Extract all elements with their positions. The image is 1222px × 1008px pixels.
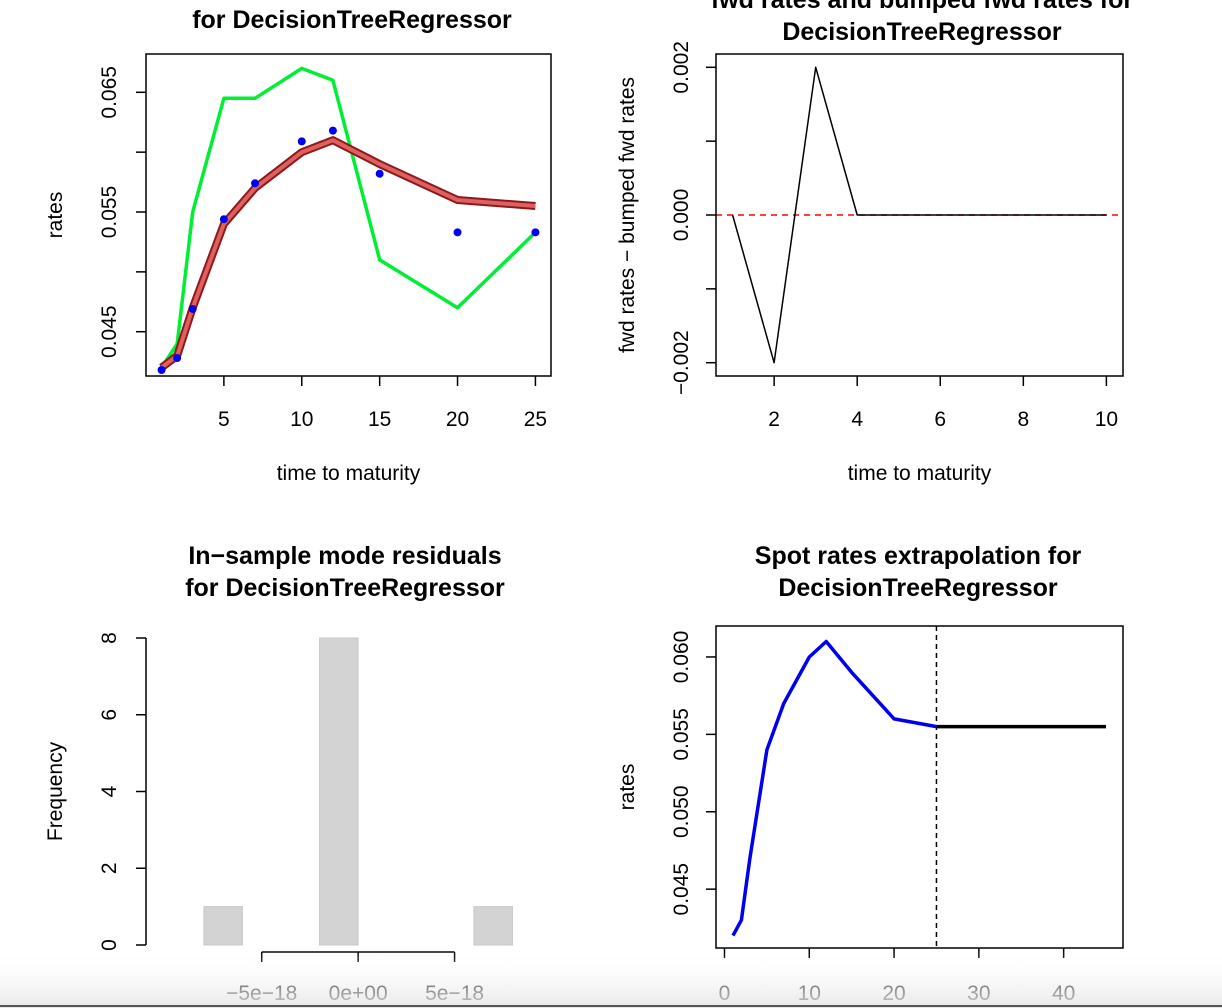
y-tick-label: 0.002 bbox=[670, 41, 693, 94]
observed-point bbox=[328, 126, 337, 135]
histogram-bars bbox=[203, 637, 513, 946]
histogram-bar bbox=[473, 906, 513, 946]
y-tick-label: 0.050 bbox=[670, 785, 693, 838]
y-tick-label: 8 bbox=[98, 632, 121, 644]
x-tick-label: 5 bbox=[218, 408, 230, 431]
x-tick-label: 15 bbox=[368, 408, 391, 431]
x-tick-label: 8 bbox=[1017, 408, 1029, 431]
observed-point bbox=[157, 366, 166, 375]
x-tick-label: 4 bbox=[851, 408, 863, 431]
x-tick-label: 2 bbox=[768, 408, 780, 431]
y-tick-label: 0.045 bbox=[98, 305, 121, 358]
y-axis-label: rates bbox=[616, 764, 639, 811]
observed-point bbox=[251, 179, 260, 188]
x-tick-label: 6 bbox=[934, 408, 946, 431]
series-line-0 bbox=[731, 639, 937, 937]
fitted-curve-outline bbox=[159, 136, 536, 371]
chart-title-line: Spot rates extrapolation for bbox=[755, 542, 1082, 570]
y-tick-label: 6 bbox=[98, 709, 121, 721]
x-tick-label: 10 bbox=[290, 408, 313, 431]
y-tick-label: 0.045 bbox=[670, 863, 693, 916]
y-axis-label: rates bbox=[44, 192, 67, 239]
panel-extrap: Spot rates extrapolation for DecisionTree… bbox=[616, 542, 1124, 1005]
x-tick-label: 20 bbox=[446, 408, 469, 431]
plot-frame bbox=[145, 53, 552, 377]
histogram-bar bbox=[319, 637, 359, 946]
series-line-0 bbox=[160, 66, 537, 369]
plot-frame bbox=[715, 625, 1124, 949]
y-tick-label: 0 bbox=[98, 939, 121, 951]
series-line-0 bbox=[731, 66, 1107, 364]
y-tick-label: 0.055 bbox=[98, 186, 121, 239]
observed-points bbox=[157, 126, 540, 375]
histogram-bar bbox=[203, 906, 243, 946]
observed-point bbox=[188, 304, 197, 313]
y-axis-label: Frequency bbox=[44, 741, 67, 841]
chart-title-line: In−sample mode residuals bbox=[188, 542, 501, 570]
observed-point bbox=[453, 228, 462, 237]
x-axis-label: time to maturity bbox=[277, 462, 421, 485]
chart-title-line: DecisionTreeRegressor bbox=[782, 18, 1062, 46]
y-tick-label: 2 bbox=[98, 862, 121, 874]
y-tick-label: 0.055 bbox=[670, 708, 693, 761]
panel-fit: for DecisionTreeRegressor time to maturit… bbox=[44, 6, 552, 485]
y-tick-label: 4 bbox=[98, 785, 121, 797]
chart-title-line: for DecisionTreeRegressor bbox=[185, 574, 505, 602]
panel-fwd: fwd rates and bumped fwd rates for Decisi… bbox=[616, 0, 1133, 485]
y-tick-label: 0.000 bbox=[670, 189, 693, 242]
x-tick-label: 10 bbox=[1095, 408, 1118, 431]
y-tick-label: −0.002 bbox=[670, 330, 693, 395]
x-tick-label: 25 bbox=[524, 408, 547, 431]
observed-point bbox=[219, 215, 228, 224]
observed-point bbox=[297, 137, 306, 146]
fitted-curve bbox=[160, 138, 536, 370]
window-bottom-shade bbox=[0, 950, 1222, 1008]
panel-resid: In−sample mode residuals for DecisionTree… bbox=[44, 542, 513, 1005]
chart-title-line: for DecisionTreeRegressor bbox=[192, 6, 512, 34]
y-tick-label: 0.060 bbox=[670, 631, 693, 684]
chart-title-line: fwd rates and bumped fwd rates for bbox=[711, 0, 1134, 14]
y-tick-label: 0.065 bbox=[98, 66, 121, 119]
x-axis-label: time to maturity bbox=[848, 462, 992, 485]
chart-title-line: DecisionTreeRegressor bbox=[778, 574, 1058, 602]
observed-point bbox=[375, 169, 384, 178]
y-axis-label: fwd rates − bumped fwd rates bbox=[616, 77, 639, 353]
observed-point bbox=[531, 228, 540, 237]
observed-point bbox=[173, 354, 182, 363]
